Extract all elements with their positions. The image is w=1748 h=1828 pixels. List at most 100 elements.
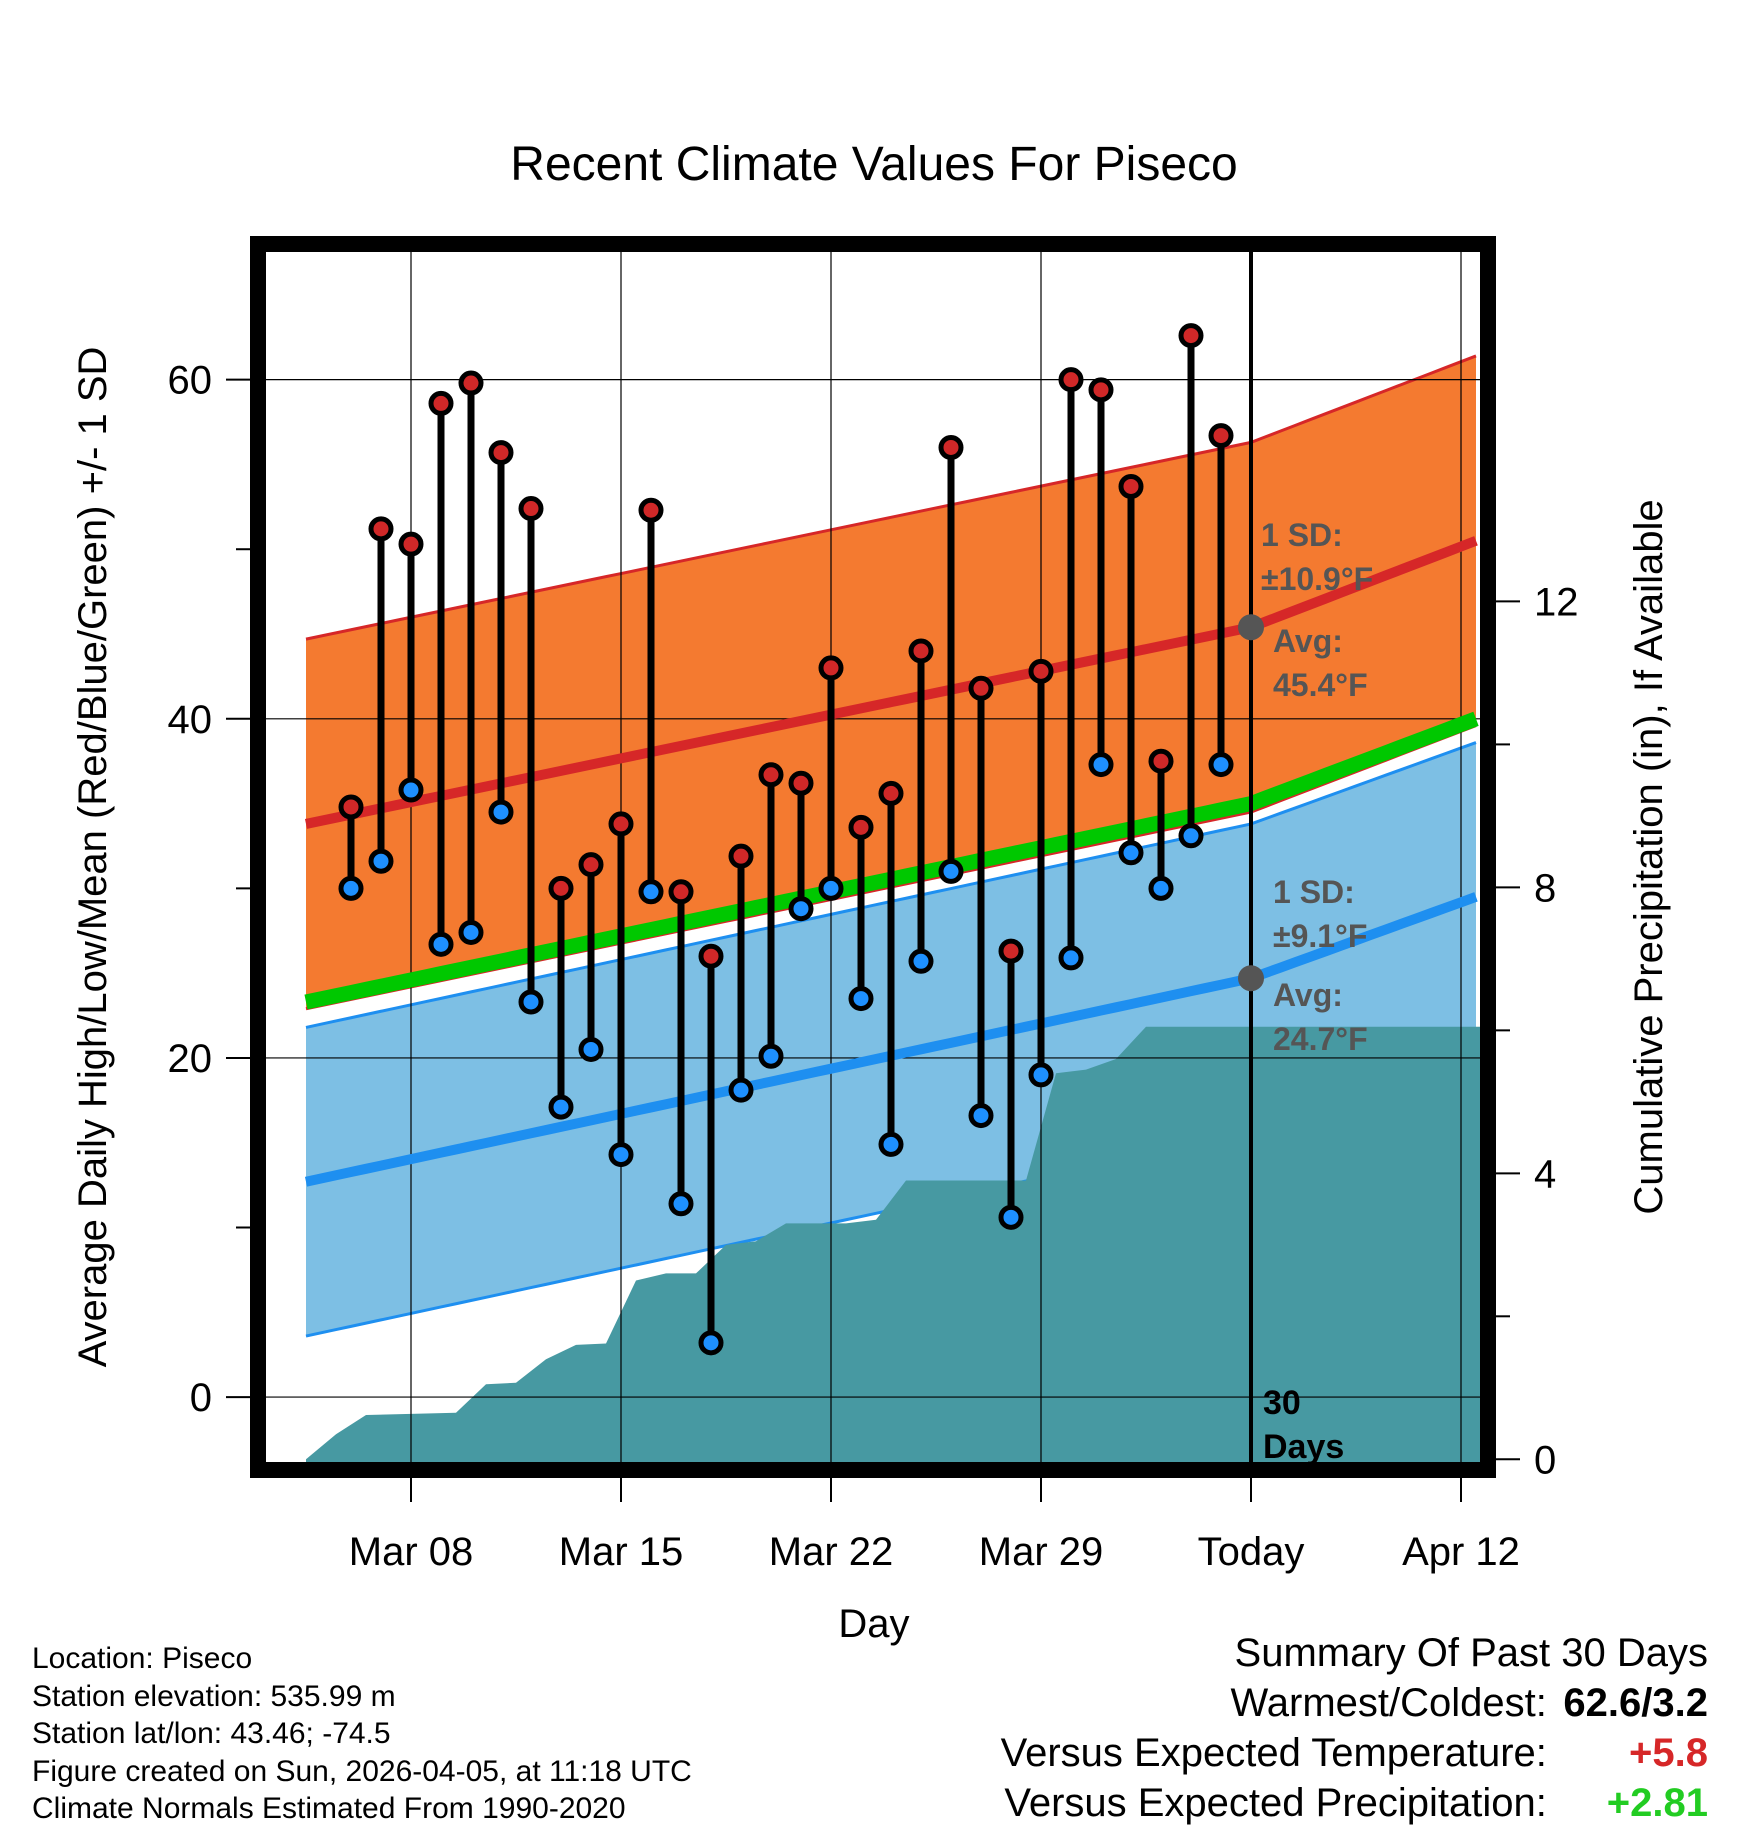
high-sd-label: 1 SD: <box>1261 517 1343 553</box>
summary-title: Summary Of Past 30 Days <box>1234 1631 1708 1675</box>
normals-text: Climate Normals Estimated From 1990-2020 <box>32 1792 626 1825</box>
high-temp-marker <box>698 943 724 969</box>
high-temp-marker <box>938 434 964 460</box>
x-tick-label: Mar 29 <box>979 1530 1104 1574</box>
temp-row: Versus Expected Temperature: +5.8 <box>1001 1728 1708 1778</box>
low-temp-marker <box>1028 1062 1054 1088</box>
plot-area <box>258 244 1488 1470</box>
chart-title: Recent Climate Values For Piseco <box>510 138 1237 191</box>
high-avg-text: 45.4°F <box>1273 667 1368 703</box>
low-temp-marker <box>668 1191 694 1217</box>
days-count-label: 30 <box>1263 1384 1301 1422</box>
high-temp-marker <box>818 655 844 681</box>
low-temp-marker <box>1088 752 1114 778</box>
today-high-avg-marker <box>1238 614 1264 641</box>
y2-tick-label: 12 <box>1534 580 1579 624</box>
low-temp-marker <box>398 777 424 803</box>
warm-cold-row: Warmest/Coldest: 62.6/3.2 <box>1001 1678 1709 1728</box>
high-temp-marker <box>878 780 904 806</box>
low-temp-marker <box>548 1094 574 1120</box>
high-temp-marker <box>968 675 994 701</box>
elevation-text: Station elevation: 535.99 m <box>32 1679 396 1713</box>
summary-panel: Summary Of Past 30 Days Warmest/Coldest:… <box>1001 1628 1708 1828</box>
low-temp-marker <box>638 879 664 905</box>
low-sd-text: ±9.1°F <box>1273 918 1367 954</box>
y-tick-label: 0 <box>190 1376 212 1420</box>
high-temp-marker <box>758 762 784 788</box>
low-temp-marker <box>908 948 934 974</box>
x-tick-label: Mar 08 <box>349 1530 474 1574</box>
high-temp-marker <box>668 879 694 905</box>
low-temp-marker <box>968 1103 994 1129</box>
high-temp-marker <box>1118 473 1144 499</box>
x-axis-label: Day <box>838 1602 909 1646</box>
precip-label: Versus Expected Precipitation: <box>1004 1781 1547 1825</box>
temp-label: Versus Expected Temperature: <box>1000 1731 1547 1775</box>
low-temp-marker <box>848 986 874 1012</box>
high-temp-marker <box>338 794 364 820</box>
high-temp-marker <box>848 814 874 840</box>
today-low-avg-marker <box>1238 965 1264 992</box>
high-temp-marker <box>1058 367 1084 393</box>
days-word-label: Days <box>1263 1428 1344 1466</box>
high-temp-marker <box>368 516 394 542</box>
y-axis-label-left: Average Daily High/Low/Mean (Red/Blue/Gr… <box>71 347 115 1368</box>
low-temp-marker <box>1118 840 1144 866</box>
temp-value: +5.8 <box>1629 1731 1708 1775</box>
high-temp-marker <box>1088 377 1114 403</box>
low-temp-marker <box>818 875 844 901</box>
low-temp-marker <box>458 919 484 945</box>
high-temp-marker <box>788 770 814 796</box>
low-temp-marker <box>758 1043 784 1069</box>
x-tick-label: Apr 12 <box>1402 1530 1520 1574</box>
precip-row: Versus Expected Precipitation: +2.81 <box>1001 1778 1708 1828</box>
x-tick-label: Mar 15 <box>559 1530 684 1574</box>
y-tick-label: 20 <box>168 1037 213 1081</box>
low-temp-marker <box>428 931 454 957</box>
high-temp-marker <box>398 531 424 557</box>
x-tick-label: Mar 22 <box>769 1530 894 1574</box>
high-temp-marker <box>578 852 604 878</box>
high-temp-marker <box>728 843 754 869</box>
low-temp-marker <box>698 1330 724 1356</box>
station-info: Location: Piseco Station elevation: 535.… <box>32 1640 692 1828</box>
low-temp-marker <box>488 799 514 825</box>
low-temp-marker <box>1148 875 1174 901</box>
high-temp-marker <box>1178 323 1204 349</box>
y2-tick-label: 4 <box>1534 1152 1556 1196</box>
high-temp-marker <box>1028 658 1054 684</box>
warm-cold-label: Warmest/Coldest: <box>1230 1681 1547 1725</box>
low-sd-label: 1 SD: <box>1273 874 1355 910</box>
location-text: Location: Piseco <box>32 1642 253 1675</box>
high-avg-label: Avg: <box>1273 623 1343 659</box>
created-text: Figure created on Sun, 2026-04-05, at 11… <box>32 1754 692 1788</box>
high-temp-marker <box>1208 423 1234 449</box>
y-tick-label: 40 <box>168 698 213 742</box>
latlon-text: Station lat/lon: 43.46; -74.5 <box>32 1717 391 1750</box>
high-temp-marker <box>638 497 664 523</box>
low-temp-marker <box>1058 945 1084 971</box>
high-sd-band <box>306 355 1476 1009</box>
low-temp-marker <box>578 1036 604 1062</box>
high-temp-marker <box>518 496 544 522</box>
high-temp-marker <box>998 938 1024 964</box>
y2-tick-label: 0 <box>1534 1438 1556 1482</box>
x-tick-label: Today <box>1198 1530 1305 1574</box>
plot-frame <box>250 236 1496 1478</box>
high-temp-marker <box>548 875 574 901</box>
low-temp-marker <box>1208 752 1234 778</box>
warm-cold-value: 62.6/3.2 <box>1563 1681 1708 1725</box>
high-temp-marker <box>428 390 454 416</box>
high-temp-marker <box>458 370 484 396</box>
low-temp-marker <box>728 1077 754 1103</box>
precip-value: +2.81 <box>1606 1781 1708 1825</box>
low-avg-text: 24.7°F <box>1273 1021 1368 1057</box>
low-temp-marker <box>938 858 964 884</box>
y-tick-label: 60 <box>168 359 213 403</box>
high-temp-marker <box>608 811 634 837</box>
y2-tick-label: 8 <box>1534 866 1556 910</box>
high-temp-marker <box>908 638 934 664</box>
low-avg-label: Avg: <box>1273 977 1343 1013</box>
low-temp-marker <box>338 875 364 901</box>
